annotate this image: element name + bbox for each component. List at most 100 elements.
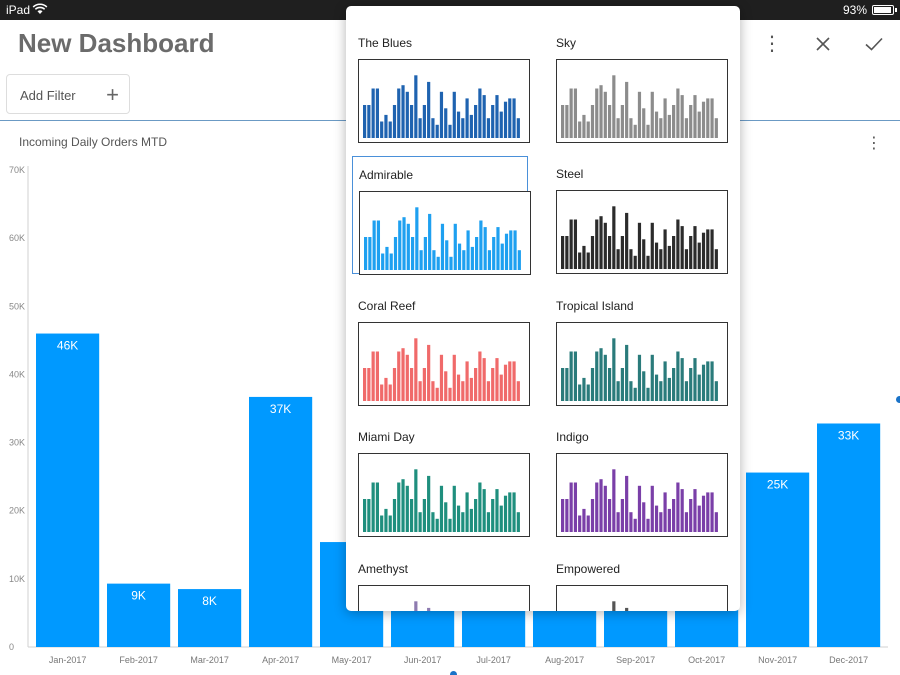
preview-bar	[406, 223, 410, 270]
preview-bar	[418, 380, 422, 401]
preview-bar	[629, 117, 633, 138]
preview-bar	[495, 357, 499, 401]
preview-bar	[654, 111, 659, 138]
preview-bar	[586, 515, 590, 532]
palette-option-miami-day[interactable]: Miami Day	[352, 419, 530, 537]
preview-bar	[659, 117, 663, 138]
preview-bar	[578, 252, 582, 269]
bar[interactable]	[107, 583, 171, 647]
palette-preview	[359, 191, 531, 275]
preview-bar	[714, 249, 718, 269]
preview-bar	[444, 370, 448, 401]
preview-bar	[659, 512, 663, 532]
preview-bar	[693, 357, 697, 401]
preview-bar	[469, 377, 473, 401]
bar[interactable]	[817, 423, 881, 647]
preview-bar	[672, 499, 676, 532]
preview-bar	[701, 101, 706, 138]
preview-bar	[482, 357, 486, 401]
preview-bar	[397, 88, 401, 138]
bar[interactable]	[746, 472, 810, 647]
palette-option-sky[interactable]: Sky	[550, 25, 728, 143]
preview-bar	[599, 479, 603, 532]
preview-bar	[654, 242, 659, 269]
preview-bar	[667, 508, 671, 532]
bar-data-label: 33K	[838, 428, 859, 442]
palette-option-coral-reef[interactable]: Coral Reef	[352, 288, 530, 406]
preview-bar	[483, 227, 487, 270]
bar[interactable]	[178, 589, 242, 647]
palette-name: Miami Day	[358, 430, 415, 444]
preview-bar	[629, 249, 633, 269]
preview-bar	[676, 219, 680, 269]
palette-option-the-blues[interactable]: The Blues	[352, 25, 530, 143]
preview-bar	[380, 121, 384, 138]
battery-icon	[872, 5, 897, 15]
preview-bar	[384, 377, 388, 401]
add-filter-button[interactable]: Add Filter +	[6, 74, 130, 114]
bar[interactable]	[249, 396, 313, 647]
preview-bar	[710, 229, 714, 269]
y-tick-label: 70K	[9, 165, 25, 175]
resize-handle-right[interactable]	[896, 396, 900, 403]
palette-option-admirable[interactable]: Admirable	[352, 156, 531, 275]
palette-option-amethyst[interactable]: Amethyst	[352, 551, 530, 611]
preview-bar	[452, 91, 456, 138]
preview-bar	[375, 351, 380, 401]
check-icon[interactable]	[862, 32, 886, 56]
palette-name: Tropical Island	[556, 298, 634, 313]
preview-bar	[590, 367, 595, 401]
preview-bar	[667, 114, 671, 138]
preview-bar	[516, 117, 520, 138]
palette-preview	[556, 321, 728, 406]
more-options-icon[interactable]: ⋮	[762, 33, 782, 55]
palette-option-steel[interactable]: Steel	[550, 156, 728, 274]
preview-bar	[672, 104, 676, 138]
preview-bar	[659, 249, 663, 269]
palette-option-empowered[interactable]: Empowered	[550, 551, 728, 611]
preview-bar	[500, 243, 504, 270]
preview-bar	[578, 384, 582, 401]
preview-bar	[491, 367, 495, 401]
preview-bar	[516, 380, 520, 401]
preview-bar	[616, 117, 620, 138]
preview-bar	[672, 367, 676, 401]
y-tick-label: 60K	[9, 233, 25, 243]
preview-bar	[595, 88, 599, 138]
preview-bar	[646, 124, 650, 138]
preview-bar	[363, 104, 367, 138]
preview-bar	[367, 104, 371, 138]
preview-bar	[676, 88, 680, 138]
preview-bar	[590, 104, 595, 138]
preview-bar	[389, 253, 393, 270]
preview-bar	[569, 219, 573, 269]
preview-bar	[478, 482, 482, 532]
preview-bar	[409, 104, 414, 138]
palette-option-tropical-island[interactable]: Tropical Island	[550, 288, 728, 406]
preview-bar	[701, 495, 706, 532]
preview-bar	[569, 351, 573, 401]
widget-more-icon[interactable]: ⋮	[866, 135, 882, 152]
resize-handle-bottom[interactable]	[450, 671, 457, 675]
color-palette-popover: The Blues Sky Admirable Steel Coral Reef Trop…	[346, 6, 740, 611]
preview-bar	[573, 482, 578, 532]
preview-bar	[419, 250, 423, 270]
palette-preview	[556, 190, 728, 274]
preview-bar	[388, 515, 392, 532]
wifi-icon	[32, 3, 48, 18]
preview-bar	[482, 94, 486, 138]
preview-bar	[466, 230, 470, 270]
preview-bar	[470, 246, 474, 270]
preview-bar	[393, 237, 398, 270]
palette-preview	[556, 58, 728, 143]
preview-bar	[385, 246, 389, 270]
preview-bar	[701, 232, 706, 269]
preview-bar	[371, 482, 375, 532]
preview-bar	[612, 469, 616, 532]
palette-option-indigo[interactable]: Indigo	[550, 419, 728, 537]
x-tick-label: Feb-2017	[119, 655, 158, 665]
preview-bar	[435, 124, 439, 138]
close-icon[interactable]	[811, 32, 835, 56]
bar[interactable]	[36, 333, 100, 647]
preview-bar	[646, 518, 650, 532]
